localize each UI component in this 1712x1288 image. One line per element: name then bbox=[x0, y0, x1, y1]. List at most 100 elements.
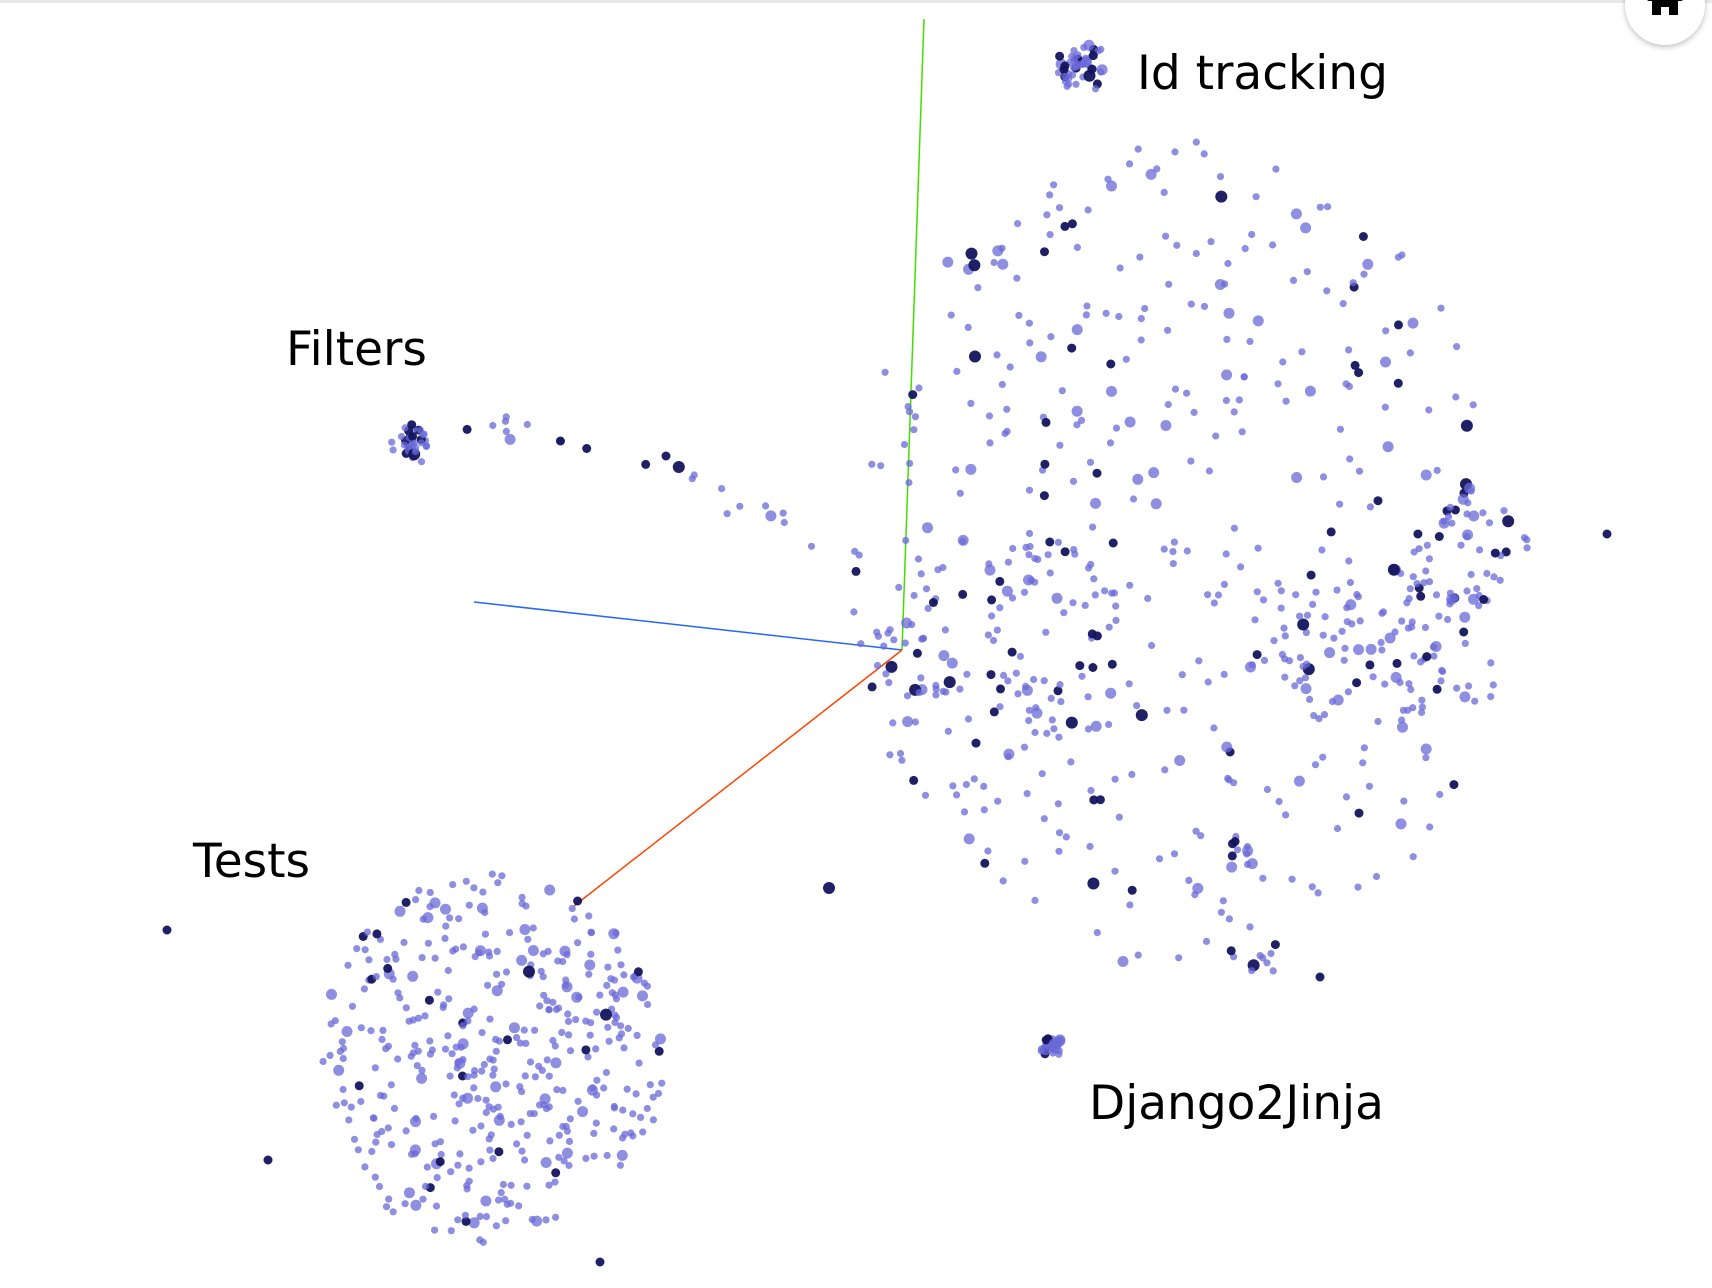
data-point[interactable] bbox=[1137, 336, 1145, 344]
data-point[interactable] bbox=[1355, 467, 1364, 475]
data-point[interactable] bbox=[1210, 599, 1218, 607]
data-point[interactable] bbox=[482, 1213, 491, 1221]
data-point[interactable] bbox=[454, 1216, 462, 1224]
data-point[interactable] bbox=[1003, 405, 1011, 413]
data-point[interactable] bbox=[868, 460, 876, 468]
data-point[interactable] bbox=[357, 1024, 365, 1032]
data-point[interactable] bbox=[1279, 358, 1287, 366]
data-point[interactable] bbox=[1020, 588, 1029, 596]
data-point[interactable] bbox=[590, 1129, 598, 1137]
data-point[interactable] bbox=[1359, 759, 1367, 767]
data-point[interactable] bbox=[654, 1046, 664, 1056]
data-point[interactable] bbox=[1003, 748, 1015, 760]
data-point[interactable] bbox=[986, 670, 996, 680]
data-point[interactable] bbox=[1259, 874, 1267, 882]
data-point[interactable] bbox=[960, 808, 969, 816]
data-point[interactable] bbox=[1222, 396, 1230, 405]
data-point[interactable] bbox=[985, 560, 993, 568]
data-point[interactable] bbox=[1095, 795, 1105, 805]
data-point[interactable] bbox=[489, 421, 497, 430]
data-point[interactable] bbox=[1133, 702, 1141, 710]
data-point[interactable] bbox=[417, 458, 426, 466]
data-point[interactable] bbox=[1038, 770, 1046, 778]
data-point[interactable] bbox=[1214, 279, 1226, 290]
data-point[interactable] bbox=[1263, 785, 1271, 794]
data-point[interactable] bbox=[910, 591, 918, 600]
data-point[interactable] bbox=[963, 670, 971, 678]
data-point[interactable] bbox=[519, 924, 531, 935]
data-point[interactable] bbox=[394, 1055, 402, 1063]
data-point[interactable] bbox=[456, 1150, 464, 1158]
data-point[interactable] bbox=[963, 833, 975, 845]
data-point[interactable] bbox=[1074, 51, 1082, 59]
data-point[interactable] bbox=[1409, 573, 1417, 581]
data-point[interactable] bbox=[1354, 808, 1364, 818]
data-point[interactable] bbox=[1126, 901, 1134, 909]
data-point[interactable] bbox=[1448, 519, 1456, 527]
data-point[interactable] bbox=[1008, 594, 1017, 602]
data-point[interactable] bbox=[470, 1084, 478, 1092]
data-point[interactable] bbox=[424, 995, 434, 1005]
data-point[interactable] bbox=[1077, 416, 1086, 424]
data-point[interactable] bbox=[1400, 797, 1408, 805]
data-point[interactable] bbox=[459, 943, 467, 951]
data-point[interactable] bbox=[641, 459, 651, 469]
data-point[interactable] bbox=[1274, 579, 1282, 587]
data-point[interactable] bbox=[600, 1008, 612, 1021]
data-point[interactable] bbox=[1343, 604, 1351, 612]
data-point[interactable] bbox=[1145, 168, 1157, 180]
data-point[interactable] bbox=[952, 466, 960, 474]
data-point[interactable] bbox=[507, 1120, 515, 1128]
data-point[interactable] bbox=[1214, 591, 1223, 599]
data-point[interactable] bbox=[1164, 326, 1172, 334]
data-point[interactable] bbox=[421, 1182, 430, 1190]
data-point[interactable] bbox=[1223, 335, 1231, 343]
data-point[interactable] bbox=[596, 991, 604, 999]
data-point[interactable] bbox=[397, 432, 406, 441]
data-point[interactable] bbox=[357, 1097, 365, 1106]
data-point[interactable] bbox=[1084, 693, 1092, 701]
data-point[interactable] bbox=[1453, 684, 1461, 692]
data-point[interactable] bbox=[1128, 770, 1136, 779]
data-point[interactable] bbox=[326, 988, 337, 1000]
data-point[interactable] bbox=[1410, 652, 1418, 660]
data-point[interactable] bbox=[999, 877, 1007, 885]
data-point[interactable] bbox=[518, 893, 526, 902]
data-point[interactable] bbox=[1047, 694, 1055, 703]
data-point[interactable] bbox=[604, 1023, 612, 1031]
data-point[interactable] bbox=[993, 351, 1001, 359]
data-point[interactable] bbox=[1248, 967, 1256, 975]
data-point[interactable] bbox=[611, 1018, 619, 1027]
data-point[interactable] bbox=[1333, 824, 1342, 833]
data-point[interactable] bbox=[539, 1093, 551, 1105]
data-point[interactable] bbox=[1155, 855, 1164, 863]
data-point[interactable] bbox=[996, 684, 1005, 694]
data-point[interactable] bbox=[1055, 51, 1065, 61]
data-point[interactable] bbox=[1025, 529, 1034, 538]
data-point[interactable] bbox=[620, 1044, 628, 1052]
data-point[interactable] bbox=[637, 990, 648, 1002]
data-point[interactable] bbox=[1025, 717, 1033, 725]
data-point[interactable] bbox=[263, 1155, 273, 1165]
data-point[interactable] bbox=[551, 1178, 559, 1186]
data-point[interactable] bbox=[1097, 68, 1105, 76]
data-point[interactable] bbox=[938, 650, 950, 662]
data-point[interactable] bbox=[1416, 591, 1426, 601]
data-point[interactable] bbox=[431, 954, 439, 962]
data-point[interactable] bbox=[1459, 691, 1471, 703]
data-point[interactable] bbox=[544, 884, 556, 896]
data-point[interactable] bbox=[469, 1126, 477, 1134]
data-point[interactable] bbox=[970, 775, 978, 783]
data-point[interactable] bbox=[1087, 877, 1100, 890]
data-point[interactable] bbox=[980, 858, 990, 868]
data-point[interactable] bbox=[553, 1086, 561, 1094]
data-point[interactable] bbox=[336, 1047, 344, 1055]
data-point[interactable] bbox=[649, 1093, 657, 1101]
data-point[interactable] bbox=[1105, 720, 1113, 729]
data-point[interactable] bbox=[1171, 385, 1180, 393]
data-point[interactable] bbox=[1197, 832, 1205, 840]
data-point[interactable] bbox=[1468, 510, 1480, 522]
data-point[interactable] bbox=[605, 1037, 613, 1045]
data-point[interactable] bbox=[1354, 368, 1364, 378]
data-point[interactable] bbox=[993, 626, 1001, 634]
